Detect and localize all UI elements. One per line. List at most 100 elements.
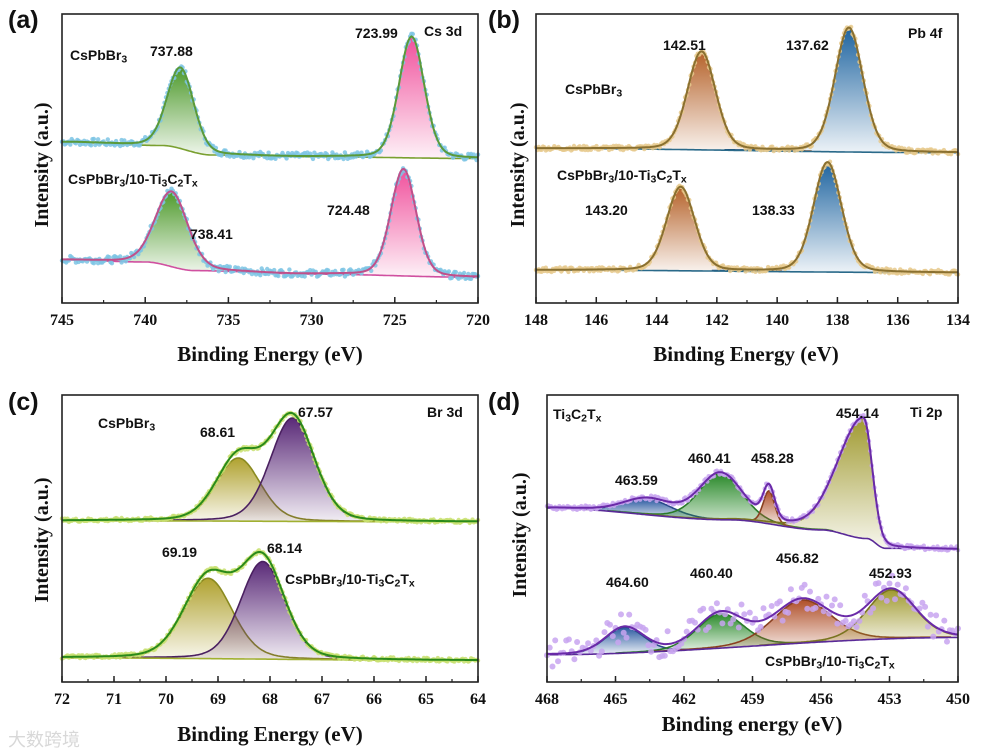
- data-point: [91, 261, 97, 266]
- data-point: [609, 633, 616, 640]
- x-tick-label: 725: [382, 312, 407, 329]
- data-point: [552, 637, 559, 644]
- spectrum-label: Ti3C2Tx: [553, 406, 602, 425]
- panel-label-d: (d): [488, 388, 520, 416]
- x-tick-label: 456: [809, 691, 833, 708]
- peak-label: 460.40: [690, 565, 733, 581]
- data-point: [618, 611, 624, 618]
- data-point: [861, 592, 868, 599]
- x-tick-label: 70: [158, 691, 174, 708]
- data-point: [902, 585, 909, 592]
- data-point: [927, 272, 933, 277]
- data-point: [922, 603, 929, 610]
- data-point: [837, 602, 844, 609]
- x-tick-label: 462: [672, 691, 696, 708]
- data-point: [760, 605, 767, 612]
- data-point: [804, 605, 811, 612]
- background-line: [547, 636, 958, 656]
- data-point: [302, 274, 307, 279]
- data-point: [105, 137, 111, 142]
- panel-label-b: (b): [488, 6, 520, 34]
- core-level-d: Ti 2p: [910, 404, 943, 420]
- data-point: [807, 588, 813, 595]
- data-point: [700, 605, 707, 612]
- data-point: [276, 273, 281, 279]
- data-point: [607, 621, 613, 628]
- data-point: [664, 628, 671, 635]
- x-tick-label: 64: [470, 691, 486, 708]
- data-point: [894, 581, 901, 588]
- peak-fill: [711, 162, 944, 273]
- peak-fill: [301, 36, 478, 159]
- peak-label: 68.14: [267, 540, 303, 556]
- fit-envelope-line: [62, 35, 479, 159]
- spectrum-label: CsPbBr3: [70, 47, 128, 66]
- data-point: [341, 156, 346, 162]
- data-point: [886, 580, 893, 587]
- data-point: [930, 633, 937, 640]
- core-level-c: Br 3d: [427, 404, 463, 420]
- data-point: [776, 598, 783, 605]
- x-axis-title-b: Binding Energy (eV): [653, 342, 839, 366]
- data-point: [889, 572, 896, 579]
- data-point: [645, 642, 652, 649]
- data-point: [648, 648, 655, 655]
- data-point: [768, 603, 775, 609]
- data-point: [650, 641, 657, 648]
- peak-label: 69.19: [162, 544, 198, 560]
- data-point: [359, 150, 364, 155]
- spectrum-label: CsPbBr3/10-Ti3C2Tx: [68, 171, 198, 190]
- data-point: [829, 602, 835, 609]
- data-point: [856, 618, 863, 624]
- x-tick-label: 740: [133, 312, 158, 329]
- data-point: [598, 648, 605, 655]
- data-point: [722, 611, 729, 618]
- core-level-b: Pb 4f: [908, 25, 943, 41]
- panel-label-a: (a): [8, 6, 39, 34]
- x-axis-title-d: Binding energy (eV): [661, 712, 843, 736]
- x-tick-label: 148: [524, 312, 548, 329]
- data-point: [875, 580, 882, 587]
- data-point: [741, 611, 748, 618]
- data-point: [924, 623, 931, 630]
- peak-label: 456.82: [776, 550, 819, 566]
- peak-fill: [724, 27, 958, 153]
- x-tick-label: 144: [644, 312, 669, 329]
- x-tick-label: 730: [299, 312, 324, 329]
- data-point: [227, 264, 232, 269]
- peak-label: 458.28: [751, 450, 794, 466]
- data-point: [310, 156, 316, 162]
- data-point: [779, 617, 786, 624]
- fit-envelope-line: [536, 161, 958, 274]
- data-point: [753, 269, 758, 274]
- data-point: [106, 255, 112, 260]
- data-point: [585, 640, 592, 647]
- data-point: [933, 612, 940, 619]
- data-point: [878, 594, 885, 601]
- peak-fill: [114, 418, 470, 522]
- data-point: [683, 628, 690, 635]
- watermark: 大数跨境: [8, 730, 80, 751]
- x-tick-label: 468: [535, 691, 559, 708]
- peak-fill: [62, 191, 283, 274]
- spectrum-label: CsPbBr3: [98, 415, 156, 434]
- data-point: [272, 267, 277, 273]
- peak-label: 463.59: [615, 472, 658, 488]
- data-point: [461, 270, 467, 276]
- data-point: [453, 269, 458, 275]
- data-point: [770, 144, 775, 149]
- data-point: [735, 624, 742, 631]
- x-tick-label: 745: [50, 312, 74, 329]
- data-point: [892, 596, 898, 603]
- data-point: [626, 611, 633, 618]
- y-axis-title-a: Intensity (a.u.): [31, 102, 53, 228]
- peak-label: 723.99: [355, 25, 398, 41]
- data-point: [820, 608, 827, 615]
- data-point: [546, 644, 553, 651]
- data-point: [287, 267, 292, 272]
- peak-fill: [89, 561, 435, 661]
- data-point: [88, 143, 94, 148]
- data-point: [719, 620, 726, 627]
- peak-fill: [607, 473, 834, 532]
